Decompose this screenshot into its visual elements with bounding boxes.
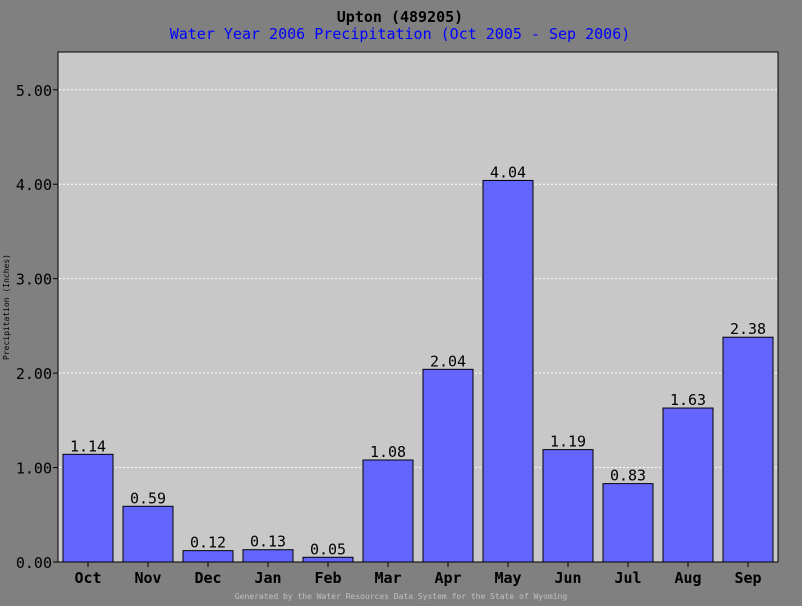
- y-tick-label: 2.00: [16, 365, 52, 383]
- x-tick-label-jun: Jun: [554, 569, 581, 587]
- x-tick-label-may: May: [494, 569, 521, 587]
- x-tick-label-sep: Sep: [734, 569, 761, 587]
- bar-mar: [362, 459, 414, 563]
- bar-sep: [722, 336, 774, 563]
- plot-area: [57, 51, 779, 563]
- x-tick-label-jan: Jan: [254, 569, 281, 587]
- x-tick-label-oct: Oct: [74, 569, 101, 587]
- bar-nov: [122, 505, 174, 563]
- x-tick-label-aug: Aug: [674, 569, 701, 587]
- y-tick-label: 0.00: [16, 554, 52, 572]
- x-tick-label-dec: Dec: [194, 569, 221, 587]
- value-label-sep: 2.38: [730, 320, 766, 338]
- value-label-aug: 1.63: [670, 391, 706, 409]
- y-tick-label: 1.00: [16, 460, 52, 478]
- bar-aug: [662, 407, 714, 563]
- bar-jan: [242, 549, 294, 563]
- y-tick-label: 3.00: [16, 271, 52, 289]
- value-label-may: 4.04: [490, 163, 526, 181]
- value-label-oct: 1.14: [70, 437, 106, 455]
- bar-dec: [182, 550, 234, 563]
- value-label-jul: 0.83: [610, 467, 646, 485]
- chart-title: Upton (489205): [337, 8, 463, 26]
- value-label-jun: 1.19: [550, 433, 586, 451]
- y-tick-label: 5.00: [16, 82, 52, 100]
- value-label-feb: 0.05: [310, 540, 346, 558]
- value-label-dec: 0.12: [190, 534, 226, 552]
- bars: [62, 179, 774, 563]
- x-tick-label-mar: Mar: [374, 569, 401, 587]
- x-axis-ticks: Oct Nov Dec Jan Feb Mar Apr May Jun Jul Aug Sep: [74, 562, 762, 587]
- y-axis-label: Precipitation (Inches): [2, 254, 11, 360]
- value-labels: 1.14 0.59 0.12 0.13 0.05 1.08 2.04 4.04 1.19 0.83…: [70, 163, 766, 558]
- chart-footer: Generated by the Water Resources Data Sy…: [235, 592, 568, 601]
- x-tick-label-feb: Feb: [314, 569, 341, 587]
- bar-oct: [62, 453, 114, 563]
- value-label-nov: 0.59: [130, 489, 166, 507]
- bar-may: [482, 179, 534, 563]
- y-tick-label: 4.00: [16, 176, 52, 194]
- chart-subtitle: Water Year 2006 Precipitation (Oct 2005 …: [170, 25, 631, 43]
- bar-jul: [602, 483, 654, 563]
- value-label-mar: 1.08: [370, 443, 406, 461]
- value-label-jan: 0.13: [250, 533, 286, 551]
- y-axis-ticks: 0.00 1.00 2.00 3.00 4.00 5.00: [16, 82, 58, 572]
- value-label-apr: 2.04: [430, 352, 466, 370]
- x-tick-label-apr: Apr: [434, 569, 461, 587]
- bar-apr: [422, 368, 474, 563]
- x-tick-label-nov: Nov: [134, 569, 161, 587]
- bar-jun: [542, 449, 594, 563]
- x-tick-label-jul: Jul: [614, 569, 641, 587]
